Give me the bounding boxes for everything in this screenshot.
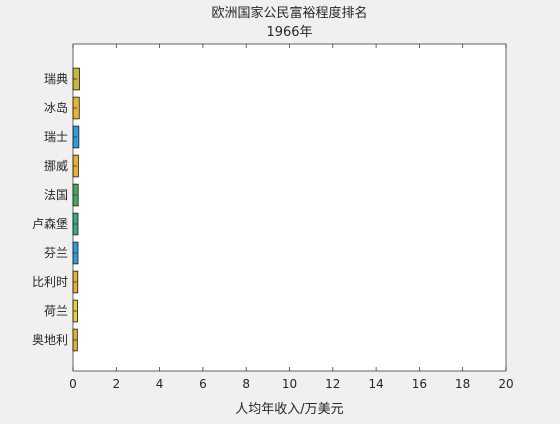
y-tick-label: 卢森堡: [32, 216, 68, 231]
x-axis-label: 人均年收入/万美元: [235, 402, 343, 417]
x-tick-label: 12: [325, 377, 340, 391]
y-tick-label: 荷兰: [44, 304, 68, 318]
y-tick-label: 法国: [44, 188, 68, 202]
x-ticks: 0 2 4 6 8 10 12 14 16 18 20: [69, 44, 514, 391]
y-tick-label: 芬兰: [44, 246, 68, 260]
plot-area: [73, 44, 506, 371]
x-tick-label: 2: [112, 377, 120, 391]
x-tick-label: 20: [498, 377, 513, 391]
y-tick-label: 瑞士: [44, 130, 68, 144]
x-tick-label: 8: [242, 377, 250, 391]
chart-title: 欧洲国家公民富裕程度排名: [211, 5, 367, 21]
x-tick-label: 18: [455, 377, 470, 391]
x-tick-label: 0: [69, 377, 77, 391]
y-tick-label: 瑞典: [44, 72, 68, 86]
x-tick-label: 6: [199, 377, 207, 391]
y-tick-label: 冰岛: [44, 100, 68, 115]
x-tick-label: 14: [368, 377, 383, 391]
y-tick-label: 挪威: [44, 159, 68, 173]
x-tick-label: 16: [412, 377, 427, 391]
chart-subtitle: 1966年: [266, 25, 312, 40]
x-tick-label: 4: [156, 377, 164, 391]
x-tick-label: 10: [282, 377, 297, 391]
y-tick-label: 比利时: [32, 275, 68, 289]
y-tick-label: 奥地利: [32, 333, 68, 347]
